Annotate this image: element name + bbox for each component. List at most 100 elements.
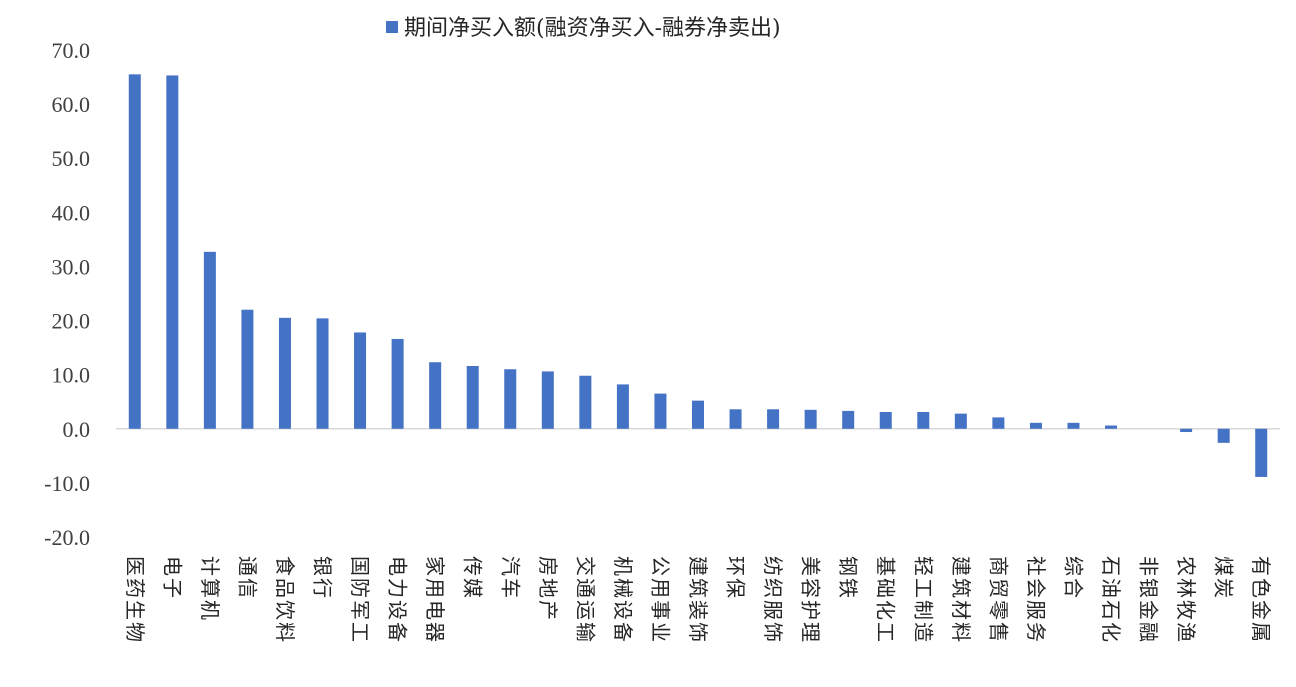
x-category-char: 石 <box>1099 600 1123 620</box>
bar <box>804 409 817 429</box>
x-category-char: 色 <box>1249 578 1273 598</box>
bar <box>917 412 930 429</box>
x-category-char: 石 <box>1099 556 1123 576</box>
x-category-char: 农 <box>1174 556 1198 576</box>
y-tick-label: 50.0 <box>52 146 91 171</box>
x-category-label: 通信 <box>235 556 259 598</box>
y-tick-label: 30.0 <box>52 254 91 279</box>
x-category-char: 电 <box>386 556 410 576</box>
bar <box>616 384 629 429</box>
x-category-char: 服 <box>1024 600 1048 620</box>
x-category-char: 护 <box>799 600 823 620</box>
x-category-label: 房地产 <box>536 556 560 620</box>
x-category-char: 信 <box>235 578 259 598</box>
x-category-label: 综合 <box>1061 556 1085 598</box>
bar <box>654 393 667 429</box>
x-category-char: 织 <box>761 578 785 598</box>
x-category-char: 地 <box>536 578 560 598</box>
x-category-char: 服 <box>761 600 785 620</box>
x-category-char: 用 <box>648 578 672 598</box>
x-category-char: 筑 <box>949 578 973 598</box>
bar <box>128 74 141 429</box>
x-category-char: 机 <box>611 556 635 576</box>
x-category-char: 物 <box>123 622 147 642</box>
x-category-char: 造 <box>911 622 935 642</box>
bar <box>1217 428 1230 443</box>
bar <box>992 417 1005 429</box>
x-category-char: 炭 <box>1212 578 1236 598</box>
bar <box>767 409 780 429</box>
x-category-char: 品 <box>273 578 297 598</box>
x-category-char: 轻 <box>911 556 935 576</box>
bar <box>579 375 592 429</box>
x-category-char: 计 <box>198 556 222 576</box>
x-category-char: 金 <box>1137 600 1161 620</box>
x-category-char: 饮 <box>273 600 297 620</box>
x-category-char: 钢 <box>836 556 860 576</box>
bar <box>842 410 855 429</box>
bar <box>316 318 329 429</box>
x-category-char: 础 <box>874 578 898 598</box>
x-category-char: 算 <box>198 578 222 598</box>
x-category-char: 金 <box>1249 600 1273 620</box>
x-category-char: 银 <box>1137 578 1161 598</box>
x-category-label: 银行 <box>311 556 335 598</box>
x-category-char: 运 <box>573 600 597 620</box>
x-category-char: 械 <box>611 578 635 598</box>
x-category-char: 国 <box>348 556 372 576</box>
x-category-label: 电子 <box>160 556 184 598</box>
y-tick-label: 70.0 <box>52 38 91 63</box>
x-category-char: 环 <box>724 556 748 576</box>
x-category-char: 纺 <box>761 556 785 576</box>
x-category-char: 容 <box>799 578 823 598</box>
x-category-char: 建 <box>686 556 710 576</box>
bar <box>278 317 291 429</box>
bar <box>1255 428 1268 477</box>
x-category-char: 综 <box>1061 556 1085 576</box>
bar <box>692 400 704 429</box>
x-category-char: 理 <box>799 622 823 642</box>
bar <box>166 75 179 429</box>
x-category-char: 制 <box>911 600 935 620</box>
x-category-char: 有 <box>1249 556 1273 576</box>
bar <box>1029 422 1042 429</box>
x-category-char: 公 <box>648 556 672 576</box>
x-category-char: 美 <box>799 556 823 576</box>
y-tick-label: 60.0 <box>52 92 91 117</box>
x-category-char: 交 <box>573 556 597 576</box>
bar <box>391 338 404 429</box>
y-tick-label: 10.0 <box>52 363 91 388</box>
x-category-char: 备 <box>611 622 635 642</box>
bar <box>354 332 367 429</box>
x-category-char: 会 <box>1024 578 1048 598</box>
bar <box>729 409 742 429</box>
x-category-char: 器 <box>423 622 447 642</box>
legend-label: 期间净买入额(融资净买入-融券净卖出) <box>404 16 781 41</box>
x-category-label: 传媒 <box>461 556 485 598</box>
legend-swatch <box>386 21 398 33</box>
x-category-char: 煤 <box>1212 556 1236 576</box>
x-category-char: 非 <box>1137 556 1161 576</box>
x-category-char: 输 <box>573 622 597 642</box>
bar <box>429 362 442 429</box>
x-category-char: 贸 <box>986 578 1010 598</box>
x-category-char: 通 <box>573 578 597 598</box>
x-category-char: 料 <box>273 622 297 642</box>
x-category-char: 防 <box>348 578 372 598</box>
y-tick-label: -10.0 <box>44 471 90 496</box>
x-category-char: 保 <box>724 578 748 598</box>
